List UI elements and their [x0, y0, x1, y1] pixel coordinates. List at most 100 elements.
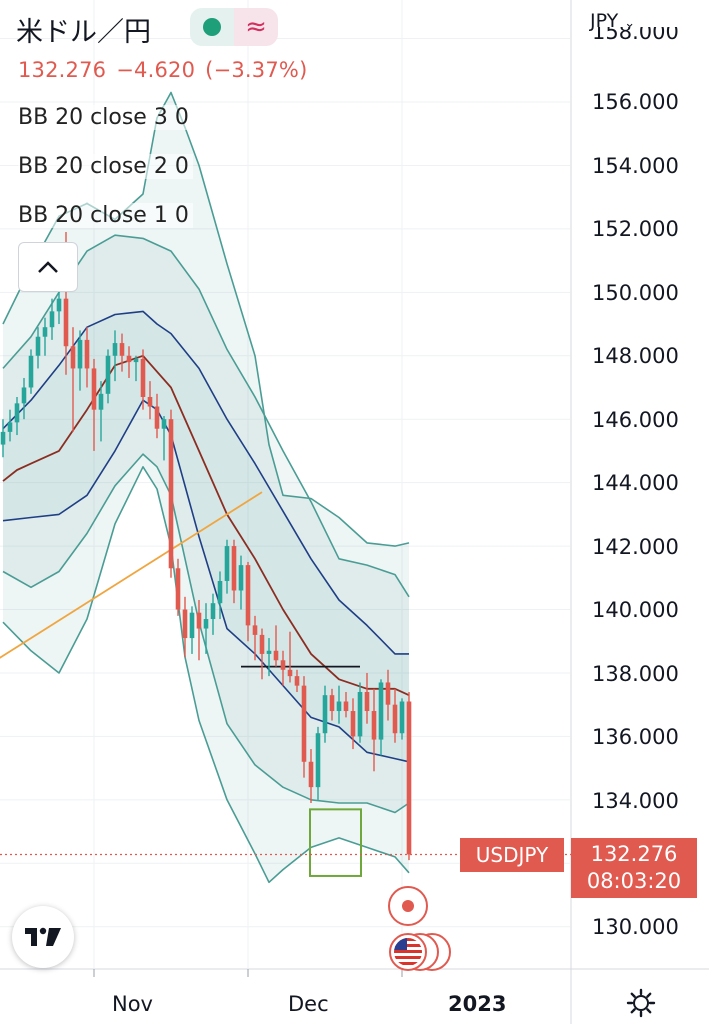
candle-body: [357, 691, 363, 737]
trend-line: [0, 491, 263, 659]
bar-countdown: 08:03:20: [586, 869, 682, 893]
candle: [140, 349, 146, 410]
gear-icon[interactable]: [624, 988, 658, 1018]
candle-body: [203, 619, 209, 629]
candle: [336, 685, 342, 724]
candle: [294, 669, 300, 692]
candle-body: [385, 682, 391, 705]
candle-body: [63, 298, 69, 347]
time-label: Nov: [112, 992, 153, 1016]
currency-selector[interactable]: JPY ⌄: [590, 10, 636, 32]
candle: [182, 596, 188, 658]
candle: [105, 349, 111, 404]
candle-body: [168, 419, 174, 569]
chevron-up-icon: [38, 261, 58, 273]
price-change: −4.620: [116, 58, 196, 82]
candle-body: [84, 339, 90, 369]
candle-body: [378, 682, 384, 740]
candle-body: [98, 393, 104, 410]
candle-body: [133, 358, 139, 363]
candle-body: [14, 403, 20, 423]
price-change-pct: (−3.37%): [205, 58, 308, 82]
bb-upper-1: [2, 310, 409, 655]
candle-body: [364, 691, 370, 712]
candle-body: [329, 695, 335, 712]
candle: [322, 685, 328, 743]
wave-icon: ≈: [234, 8, 278, 46]
candle-body: [147, 396, 153, 407]
price-label: 154.000: [592, 154, 679, 178]
candle: [385, 669, 391, 721]
symbol-title[interactable]: 米ドル／円: [16, 17, 151, 48]
candle: [329, 688, 335, 721]
price-label: 156.000: [592, 90, 679, 114]
candle: [84, 327, 90, 388]
highlight-box: [309, 808, 362, 877]
candle: [210, 593, 216, 635]
event-dot-icon[interactable]: [388, 886, 428, 926]
price-label: 136.000: [592, 725, 679, 749]
bb-fill-3: [3, 92, 409, 883]
candle: [378, 679, 384, 756]
candle: [14, 396, 20, 436]
candle: [357, 682, 363, 743]
candle-body: [182, 609, 188, 639]
candle-body: [189, 612, 195, 639]
candle: [49, 298, 55, 340]
candle-body: [217, 580, 223, 604]
candle-body: [49, 311, 55, 328]
last-price: 132.276: [18, 58, 107, 82]
tradingview-logo-icon[interactable]: [12, 906, 74, 968]
candle-body: [42, 327, 48, 337]
candle: [77, 330, 83, 391]
candle-body: [252, 625, 258, 635]
symbol-price-tag: USDJPY: [460, 838, 564, 872]
candle-body: [91, 368, 97, 410]
candle: [399, 698, 405, 740]
candle-body: [119, 343, 125, 356]
candle-body: [77, 339, 83, 369]
last-price-value: 132.276: [590, 842, 678, 866]
candle: [189, 606, 195, 654]
candle: [133, 355, 139, 382]
bb-fill-2: [3, 235, 409, 813]
candle: [238, 555, 244, 610]
candle: [147, 381, 153, 420]
candle: [119, 333, 125, 372]
candle: [203, 603, 209, 654]
candle: [280, 650, 286, 686]
candle-body: [70, 346, 76, 369]
indicator-bb-1[interactable]: BB 20 close 1 0: [18, 203, 193, 228]
collapse-legend-button[interactable]: [18, 242, 78, 292]
price-label: 158.000: [592, 27, 679, 44]
candle: [364, 672, 370, 724]
indicator-bb-2[interactable]: BB 20 close 2 0: [18, 154, 193, 179]
candle: [21, 377, 27, 420]
candle-body: [392, 704, 398, 734]
candle-body: [343, 701, 349, 712]
market-status-pill[interactable]: ≈: [190, 8, 278, 46]
us-flag-icon[interactable]: [388, 932, 452, 972]
bb-lower-1: [2, 399, 410, 763]
candle: [112, 330, 118, 382]
candle: [406, 691, 412, 861]
candle: [273, 625, 279, 667]
candle-body: [245, 565, 251, 626]
candle-body: [273, 650, 279, 661]
candle-body: [371, 711, 377, 740]
candle-body: [0, 431, 6, 445]
price-label: 150.000: [592, 281, 679, 305]
price-label: 144.000: [592, 471, 679, 495]
candle: [98, 381, 104, 442]
candle: [126, 346, 132, 378]
candle-body: [140, 358, 146, 397]
candle: [252, 615, 258, 661]
candle-body: [7, 422, 13, 432]
indicator-bb-3[interactable]: BB 20 close 3 0: [18, 105, 193, 130]
candle: [315, 726, 321, 800]
candle-body: [350, 711, 356, 737]
candle: [259, 628, 265, 680]
price-label: 138.000: [592, 662, 679, 686]
candle-body: [280, 660, 286, 670]
